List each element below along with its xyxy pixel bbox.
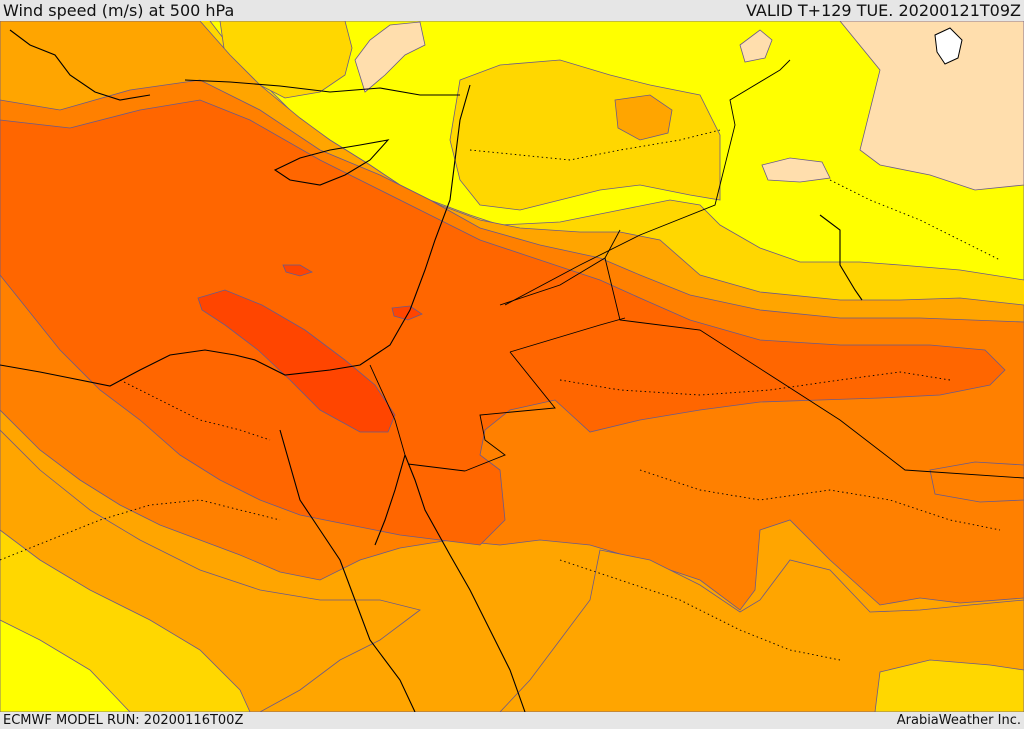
map-title: Wind speed (m/s) at 500 hPa	[3, 1, 235, 20]
credit-label: ArabiaWeather Inc.	[896, 713, 1021, 728]
very-low-wind-patch	[839, 21, 1024, 191]
extreme-wind-core	[391, 305, 423, 321]
very-low-wind-patch	[739, 29, 773, 63]
weather-map[interactable]	[0, 21, 1024, 712]
country-borders	[369, 59, 1024, 479]
moderate-wind-patch	[874, 659, 1024, 712]
very-low-wind-patch	[761, 157, 831, 183]
extreme-wind-core	[282, 264, 313, 277]
footer-bar: ECMWF MODEL RUN: 20200116T00Z ArabiaWeat…	[0, 712, 1024, 729]
extreme-wind-core	[197, 289, 396, 433]
moderate-wind-patch	[614, 94, 673, 141]
low-wind-zone-south	[0, 619, 131, 712]
very-high-wind-zone	[0, 99, 1006, 546]
coastlines	[0, 29, 863, 712]
lake	[934, 27, 963, 65]
header-bar: Wind speed (m/s) at 500 hPa VALID T+129 …	[0, 0, 1024, 21]
admin-boundaries	[0, 129, 1001, 661]
model-run-label: ECMWF MODEL RUN: 20200116T00Z	[3, 713, 244, 728]
very-low-wind-patch	[354, 21, 426, 93]
valid-time-label: VALID T+129 TUE. 20200121T09Z	[745, 1, 1021, 20]
high-wind-patch	[929, 461, 1024, 503]
